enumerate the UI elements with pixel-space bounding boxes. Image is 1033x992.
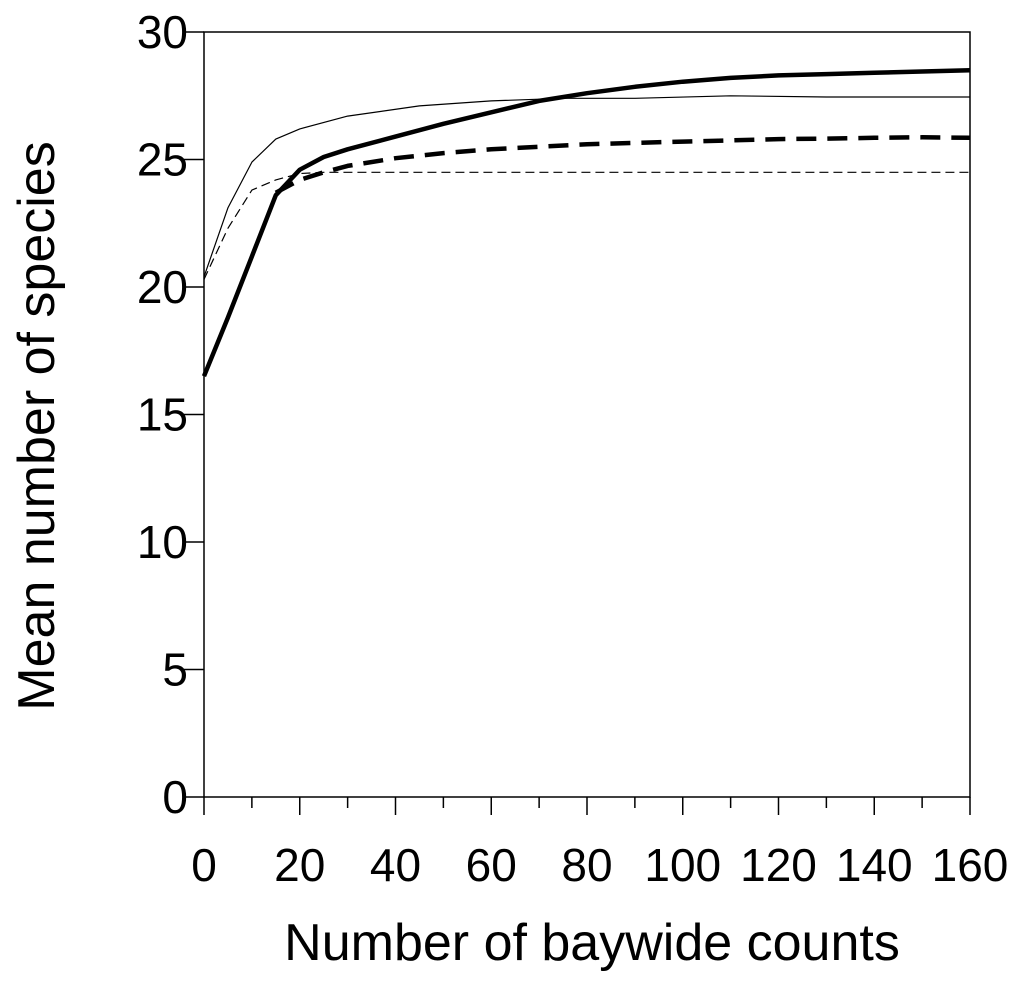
x-tick-label: 140 (836, 839, 913, 891)
series-line-thin-dashed (203, 171, 970, 280)
series-line-thick-dashed (274, 135, 971, 195)
x-tick-label: 160 (932, 839, 1009, 891)
plot-frame (203, 31, 971, 798)
x-axis-title: Number of baywide counts (284, 914, 900, 972)
y-tick-label: 15 (137, 389, 188, 441)
y-tick-label: 10 (137, 516, 188, 568)
series-line-thin-solid (203, 95, 970, 277)
y-tick-label: 30 (137, 6, 188, 58)
x-axis: 0 20 40 60 80 100 120 140 160 (191, 797, 1008, 891)
x-tick-label: 100 (644, 839, 721, 891)
x-tick-label: 40 (370, 839, 421, 891)
x-tick-label: 60 (466, 839, 517, 891)
y-tick-label: 20 (137, 261, 188, 313)
y-tick-label: 0 (162, 771, 188, 823)
series-line-thick-solid (201, 68, 971, 378)
x-tick-label: 20 (274, 839, 325, 891)
x-tick-label: 120 (740, 839, 817, 891)
x-tick-label: 0 (191, 839, 217, 891)
series-lines (201, 68, 971, 378)
y-axis-title: Mean number of species (8, 141, 66, 710)
plot-border (203, 31, 971, 798)
y-tick-label: 25 (137, 134, 188, 186)
y-tick-label: 5 (162, 644, 188, 696)
x-tick-label: 80 (561, 839, 612, 891)
y-axis: 0 5 10 15 20 25 30 (137, 6, 204, 823)
